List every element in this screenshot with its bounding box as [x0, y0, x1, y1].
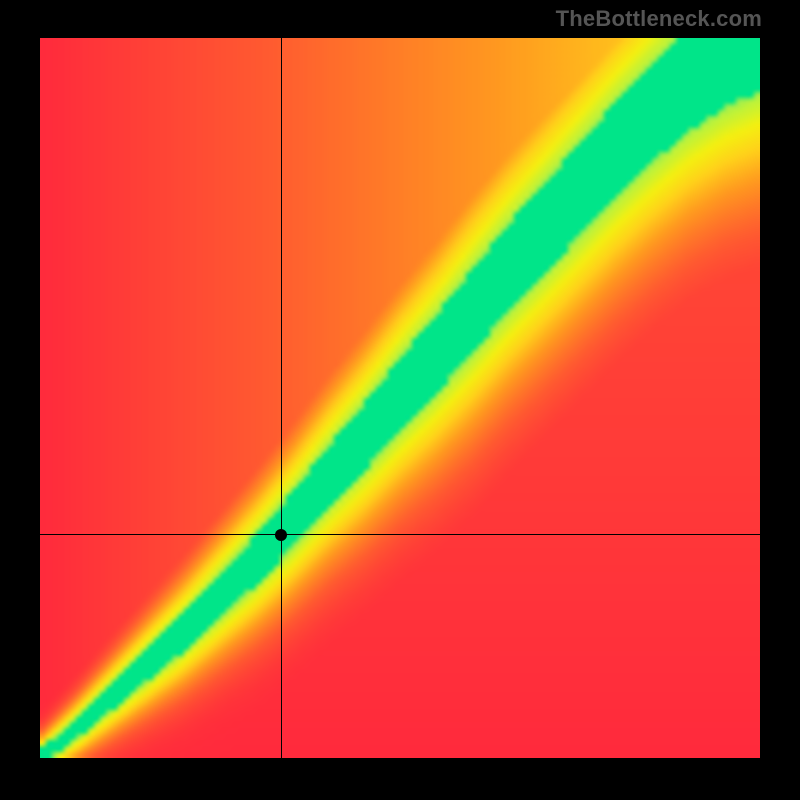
plot-area: [40, 38, 760, 758]
watermark-text: TheBottleneck.com: [556, 6, 762, 32]
heatmap-canvas: [40, 38, 760, 758]
figure-root: TheBottleneck.com: [0, 0, 800, 800]
